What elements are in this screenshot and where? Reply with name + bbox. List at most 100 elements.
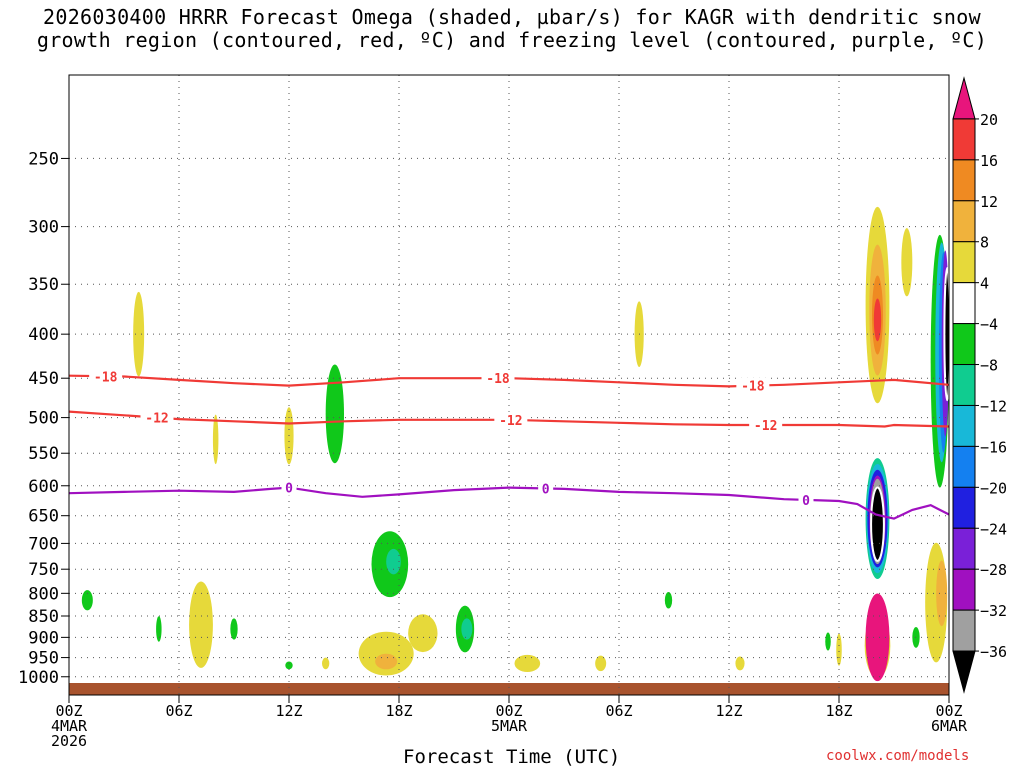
omega-region-6: [386, 548, 401, 575]
colorbar-band: [952, 404, 976, 447]
contour-label-dgz-12: -12: [145, 412, 168, 427]
omega-region-28: [901, 228, 913, 297]
x-tick-label: 18Z: [385, 702, 412, 720]
colorbar-band: [952, 282, 976, 325]
chart-title-line-2: growth region (contoured, red, ºC) and f…: [36, 28, 988, 52]
omega-region-36: [870, 486, 885, 562]
contour-label-bg: [481, 370, 515, 387]
omega-region-13: [358, 631, 414, 676]
y-tick-label: 650: [28, 507, 59, 527]
contour-label-freezing-level: 0: [285, 482, 293, 497]
colorbar-band: [952, 527, 976, 570]
omega-region-17: [461, 618, 473, 640]
x-tick-label: 2026: [51, 732, 87, 750]
contour-label-bg: [140, 409, 174, 426]
x-tick-label: 00Z: [935, 702, 962, 720]
contour-label-dgz-18: -18: [741, 380, 765, 395]
chart-title: 2026030400 HRRR Forecast Omega (shaded, …: [0, 6, 1024, 52]
y-tick-label: 1000: [18, 668, 59, 688]
omega-region-21: [735, 656, 745, 671]
contour-label-bg: [736, 377, 770, 394]
colorbar-band: [952, 609, 976, 652]
x-tick-label: 00Z: [55, 702, 82, 720]
y-tick-label: 350: [28, 275, 59, 295]
contour-label-bg: [798, 491, 814, 508]
y-tick-label: 500: [28, 409, 59, 429]
omega-region-12: [322, 657, 330, 670]
x-tick-label: 12Z: [715, 702, 742, 720]
y-tick-label: 400: [28, 325, 59, 345]
contour-label-bg: [89, 368, 123, 385]
contour-freezing-level: [69, 486, 949, 520]
colorbar-band: [952, 159, 976, 202]
omega-region-18: [514, 654, 541, 672]
x-tick-label: 5MAR: [491, 717, 528, 735]
colorbar-band: [952, 445, 976, 488]
x-tick-label: 12Z: [275, 702, 302, 720]
y-tick-label: 300: [28, 218, 59, 238]
omega-region-7: [81, 590, 93, 611]
omega-region-30: [865, 593, 890, 682]
colorbar-band: [952, 76, 976, 120]
colorbar-label: −20: [980, 479, 1007, 497]
y-tick-label: 900: [28, 628, 59, 648]
omega-region-8: [156, 616, 162, 642]
y-tick-label: 700: [28, 534, 59, 554]
contour-label-dgz-18: -18: [94, 370, 118, 385]
colorbar-label: −36: [980, 643, 1007, 661]
omega-region-3: [325, 364, 345, 464]
colorbar-band: [952, 118, 976, 161]
colorbar-label: 4: [980, 275, 989, 293]
y-tick-label: 250: [28, 149, 59, 169]
contour-label-dgz-18: -18: [486, 372, 510, 387]
colorbar-band: [952, 650, 976, 694]
contour-label-dgz-12: -12: [499, 414, 522, 429]
contour-label-bg: [494, 411, 528, 428]
colorbar-label: 12: [980, 193, 998, 211]
contour-label-freezing-level: 0: [802, 494, 810, 509]
y-tick-label: 550: [28, 444, 59, 464]
chart-title-line-1: 2026030400 HRRR Forecast Omega (shaded, …: [43, 5, 981, 29]
omega-region-9: [189, 581, 213, 668]
omega-region-37: [912, 626, 920, 648]
contour-label-bg: [538, 480, 554, 497]
contour-label-bg: [749, 416, 783, 433]
colorbar-label: −32: [980, 602, 1007, 620]
x-tick-label: 4MAR: [51, 717, 88, 735]
y-tick-label: 600: [28, 477, 59, 497]
y-tick-label: 750: [28, 560, 59, 580]
colorbar-label: 8: [980, 234, 989, 252]
contour-label-freezing-level: 0: [542, 482, 550, 497]
colorbar-label: −4: [980, 316, 998, 334]
colorbar-label: −24: [980, 520, 1007, 538]
colorbar-band: [952, 486, 976, 529]
colorbar-label: −12: [980, 397, 1007, 415]
omega-region-23: [836, 633, 842, 666]
colorbar-band: [952, 241, 976, 284]
omega-region-20: [664, 592, 673, 609]
colorbar-label: −16: [980, 438, 1007, 456]
omega-region-0: [133, 291, 145, 377]
colorbar-label: 20: [980, 111, 998, 129]
x-axis-title: Forecast Time (UTC): [403, 746, 621, 768]
omega-region-42: [943, 267, 949, 402]
colorbar-band: [952, 364, 976, 406]
colorbar-label: 16: [980, 152, 998, 170]
omega-region-44: [936, 560, 948, 627]
contour-label-dgz-12: -12: [754, 419, 777, 434]
omega-region-11: [285, 661, 293, 670]
omega-region-15: [408, 614, 438, 653]
colorbar-label: −8: [980, 357, 998, 375]
y-tick-label: 850: [28, 607, 59, 627]
credit-label: coolwx.com/models: [826, 748, 970, 764]
contour-label-bg: [281, 479, 297, 496]
y-tick-label: 800: [28, 584, 59, 604]
x-tick-label: 18Z: [825, 702, 852, 720]
x-tick-label: 6MAR: [931, 717, 968, 735]
colorbar-band: [952, 323, 976, 366]
x-tick-label: 06Z: [605, 702, 632, 720]
omega-region-27: [873, 298, 882, 342]
omega-region-22: [825, 632, 831, 651]
colorbar-label: −28: [980, 561, 1007, 579]
